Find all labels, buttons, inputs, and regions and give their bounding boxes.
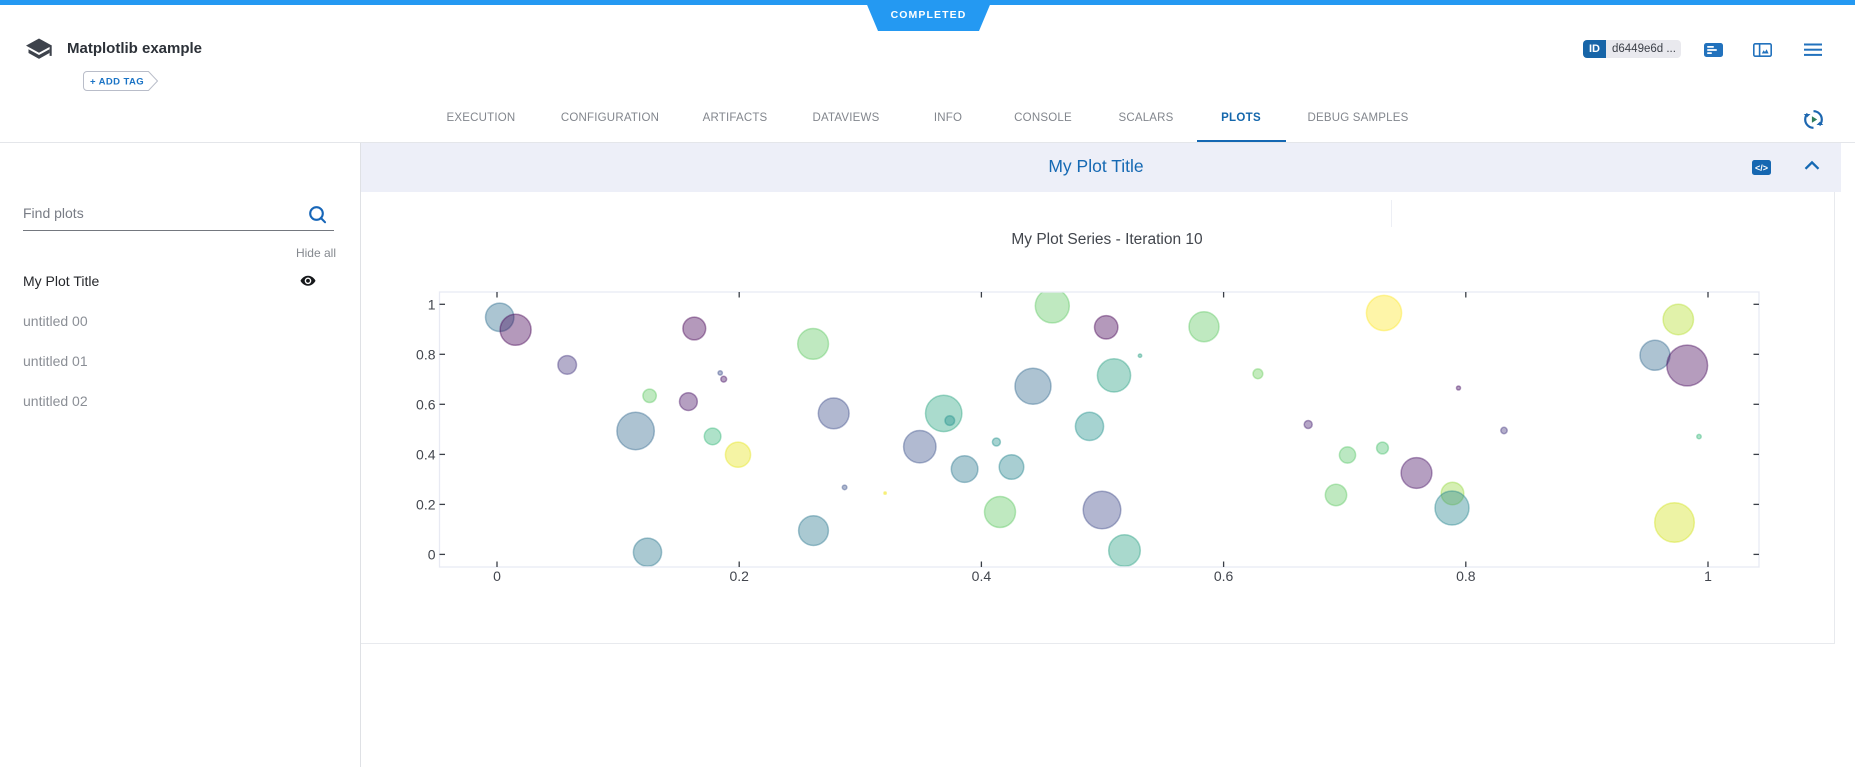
svg-text:0.4: 0.4 [972, 568, 992, 584]
svg-text:0.6: 0.6 [1214, 568, 1234, 584]
svg-text:1: 1 [428, 296, 436, 312]
svg-text:0: 0 [428, 546, 436, 562]
svg-text:0.8: 0.8 [416, 346, 436, 362]
svg-text:0.8: 0.8 [1456, 568, 1476, 584]
svg-text:+ ADD TAG: + ADD TAG [90, 77, 144, 88]
svg-text:0: 0 [493, 568, 501, 584]
svg-text:0.4: 0.4 [416, 446, 436, 462]
svg-text:0.2: 0.2 [729, 568, 749, 584]
svg-text:0.6: 0.6 [416, 396, 436, 412]
svg-text:</>: </> [1755, 163, 1768, 173]
svg-text:1: 1 [1704, 568, 1712, 584]
svg-text:0.2: 0.2 [416, 496, 436, 512]
